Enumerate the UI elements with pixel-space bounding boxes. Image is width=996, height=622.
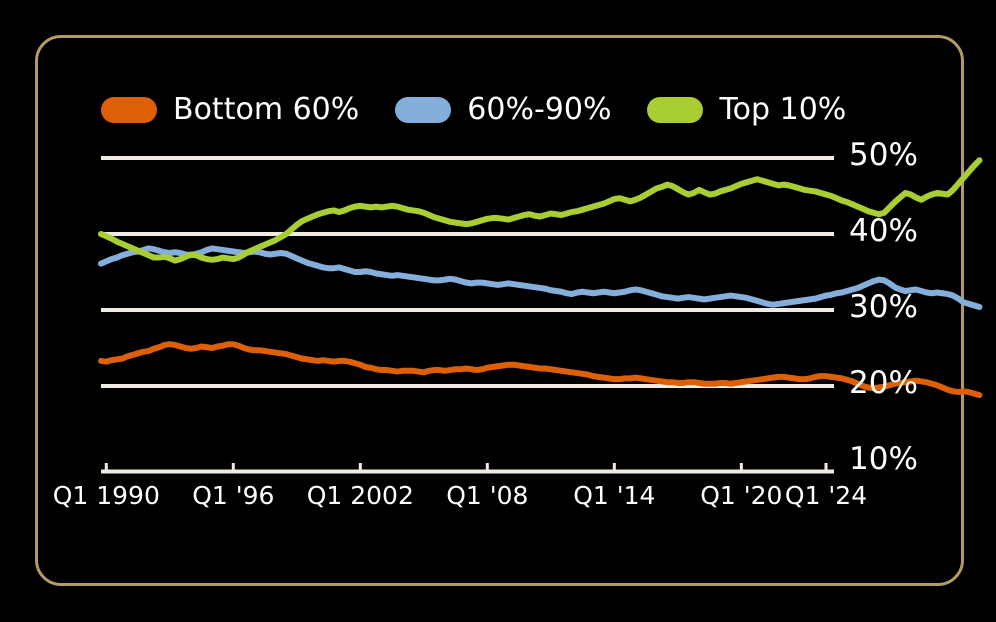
legend-swatch-bottom-60 [101,97,157,123]
legend-swatch-60-90 [395,97,452,123]
legend-label-60-90: 60%-90% [467,92,612,127]
legend-item-top-10[interactable]: Top 10% [647,95,846,125]
series-lines [98,157,983,399]
legend-label-bottom-60: Bottom 60% [173,92,360,127]
y-axis-label: 50% [849,137,918,173]
y-axis-label: 40% [849,213,918,249]
x-axis-label: Q1 '08 [446,481,529,510]
y-axis-label: 30% [849,289,918,325]
legend-item-60-90[interactable]: 60%-90% [395,95,611,125]
chart-legend: Bottom 60% 60%-90% Top 10% [101,95,846,125]
series-line [98,341,983,399]
legend-item-bottom-60[interactable]: Bottom 60% [101,95,359,125]
x-axis-label: Q1 '20 [700,481,783,510]
x-axis-label: Q1 '96 [192,481,275,510]
legend-label-top-10: Top 10% [719,92,847,127]
x-axis-label: Q1 1990 [52,481,160,510]
x-axis-label: Q1 2002 [306,481,414,510]
x-axis-label: Q1 '24 [784,481,868,510]
legend-swatch-top-10 [647,97,704,123]
y-axis-label: 10% [849,441,918,477]
y-axis-label: 20% [849,365,918,401]
series-line [98,157,983,264]
x-axis-label: Q1 '14 [573,481,656,510]
